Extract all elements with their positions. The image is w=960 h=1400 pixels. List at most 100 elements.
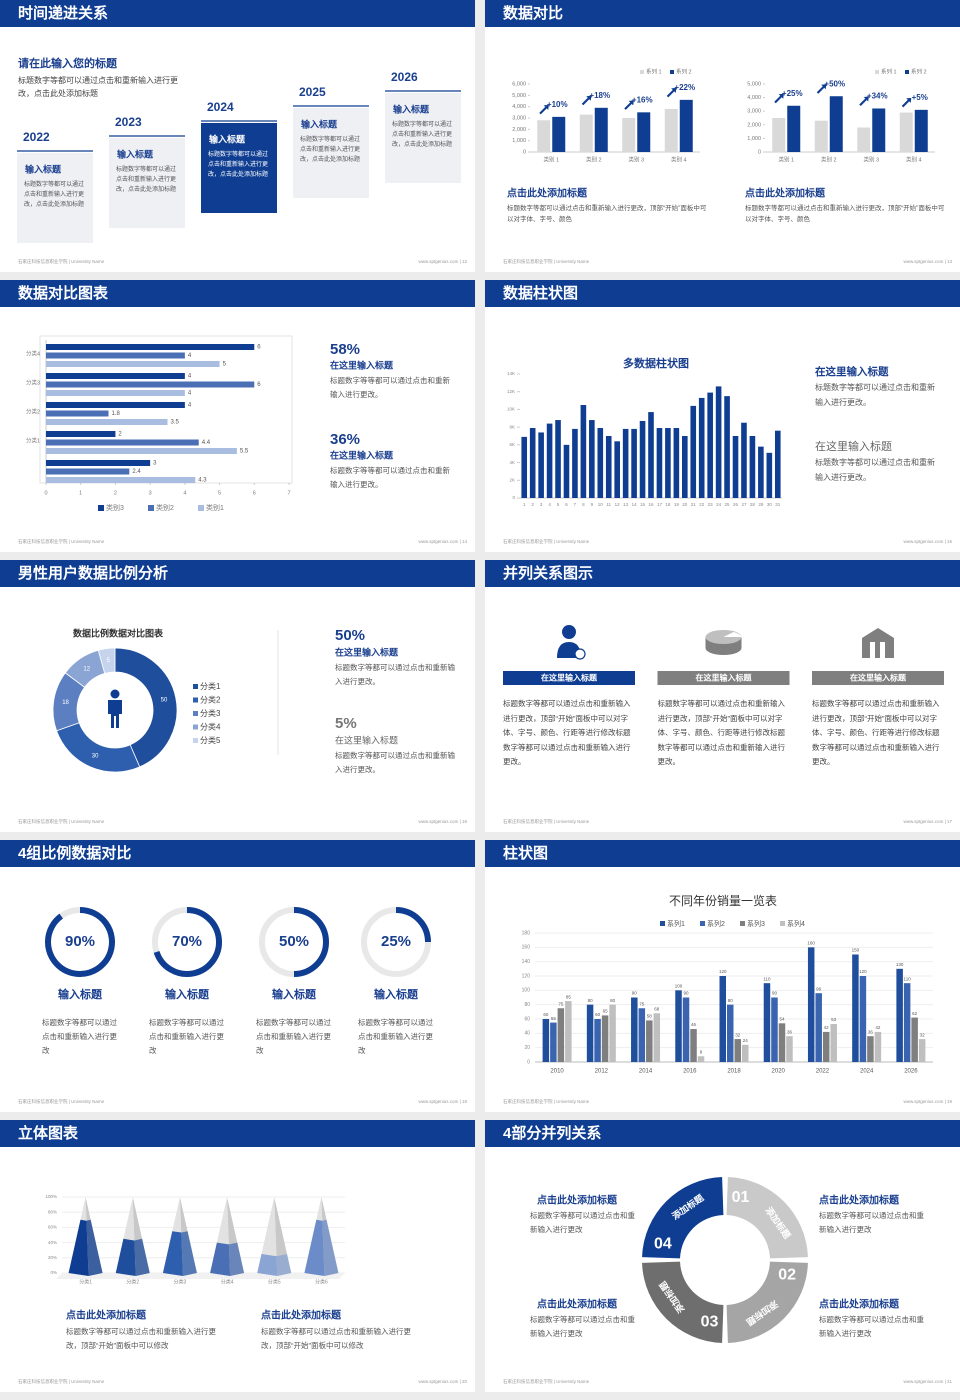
ring-text-box: 标题数字等都可以通过点击和重新输入进行更改: [149, 1018, 224, 1055]
x-tick-label: 9: [591, 502, 594, 507]
bar: [46, 352, 185, 359]
x-tick-label: 6: [253, 490, 256, 496]
legend-swatch: [640, 70, 644, 74]
block-text: 标题数字等都可以通过点击和重新输入进行更改: [819, 1211, 924, 1234]
value-label: 90: [772, 991, 778, 996]
x-tick-label: 15: [640, 502, 646, 507]
ring-text: 标题数字等都可以通过点击和重新输入进行更改: [256, 1018, 331, 1055]
y-tick-label: 20: [524, 1045, 530, 1051]
pyramid-fill: [276, 1254, 292, 1276]
intro-text-box: 标题数字等都可以通过点击和重新输入进行更改，点击此处添加标题: [18, 76, 178, 98]
title-bar: [0, 560, 475, 587]
ring-text: 标题数字等都可以通过点击和重新输入进行更改: [149, 1018, 224, 1055]
step-text-box: 标题数字等都可以通过点击和重新输入进行更改，点击此处添加标题: [300, 137, 360, 163]
bar: [911, 1017, 918, 1062]
bar: [572, 428, 578, 498]
bar: [899, 112, 913, 152]
legend-swatch: [193, 738, 198, 743]
x-tick-label: 2: [531, 502, 534, 507]
legend-swatch: [198, 505, 204, 511]
block-text-box: 标题数字等都可以通过点击和重新输入进行更改，顶部“开始”面板中可以对字体、字号、…: [507, 205, 707, 223]
bar: [546, 423, 553, 498]
block-text: 标题数字等都可以通过点击和重新输入进行更改: [530, 1315, 635, 1338]
value-label: 110: [763, 976, 771, 981]
bar: [46, 373, 185, 379]
block-text: 标题数字等都可以通过点击和重新输入进行更改: [819, 1315, 924, 1338]
bar: [734, 1039, 741, 1062]
x-tick-label: 分类6: [315, 1278, 328, 1285]
bar: [622, 118, 636, 152]
y-tick-label: 40%: [48, 1240, 57, 1245]
bar: [815, 993, 822, 1062]
value-label: 68: [654, 1006, 660, 1011]
x-tick-label: 0: [44, 490, 47, 496]
y-tick-label: 14K: [507, 371, 515, 376]
y-tick-label: 2,000: [512, 127, 526, 133]
cycle-segment: [726, 1177, 808, 1259]
cycle-segment: [642, 1261, 724, 1343]
legend-swatch: [193, 684, 198, 689]
ring-text-box: 标题数字等都可以通过点击和重新输入进行更改: [42, 1018, 117, 1055]
stat: 50%: [335, 627, 365, 644]
value-label: 5.5: [240, 449, 249, 455]
footer-left: 石家庄科技信息职业学院 | University Name: [503, 258, 590, 265]
title-bar: [0, 0, 475, 27]
segment-number: 02: [778, 1267, 796, 1284]
bar: [46, 361, 220, 367]
x-tick-label: 17: [657, 502, 663, 507]
bar: [609, 1004, 616, 1062]
stat-heading: 在这里输入标题: [330, 359, 394, 370]
footer-right: www.sptgenius.com | 18: [419, 1099, 468, 1104]
y-tick-label: 分类3: [26, 378, 40, 386]
bar: [586, 1004, 594, 1062]
value-label: 42: [824, 1025, 830, 1030]
icon: [562, 625, 576, 639]
slide-title: 4部分并列关系: [503, 1124, 601, 1142]
year: 2023: [115, 115, 142, 129]
value-label: 2: [118, 432, 122, 438]
x-tick-label: 4: [183, 490, 186, 496]
bar: [580, 405, 587, 498]
y-tick-label: 1,000: [747, 136, 761, 142]
ring-text-box: 标题数字等都可以通过点击和重新输入进行更改: [256, 1018, 331, 1055]
y-tick-label: 0: [758, 149, 761, 155]
bar: [682, 997, 690, 1062]
column-text: 标题数字等都可以通过点击和重新输入进行更改，顶部“开始”面板中可以对字体、字号、…: [812, 699, 940, 766]
slide-title: 数据对比: [503, 4, 563, 22]
bar: [903, 983, 911, 1062]
footer-left: 石家庄科技信息职业学院 | University Name: [503, 1378, 590, 1385]
x-tick-label: 2022: [816, 1069, 830, 1075]
segment-number: 04: [654, 1236, 672, 1253]
icon: [574, 648, 586, 660]
x-tick-label: 2020: [772, 1069, 786, 1075]
value-label: 24: [743, 1038, 749, 1043]
bar: [639, 420, 646, 498]
value-label: 2.4: [132, 469, 141, 475]
bar: [656, 428, 663, 498]
legend-label: 分类4: [200, 722, 221, 732]
x-tick-label: 3: [149, 490, 152, 496]
bar: [46, 448, 237, 454]
x-tick-label: 1: [79, 490, 82, 496]
block-text-box: 标题数字等都可以通过点击和重新输入进行更改，顶部“开始”面板中可以修改: [66, 1327, 216, 1350]
pyramid-fill: [68, 1219, 89, 1276]
y-tick-label: 20%: [48, 1255, 57, 1260]
bar: [727, 1004, 734, 1062]
cycle-segment: [642, 1177, 724, 1259]
bar: [859, 976, 867, 1062]
bar: [646, 1020, 653, 1062]
value-label: 100: [675, 984, 683, 989]
slide-title: 数据柱状图: [503, 284, 578, 302]
value-label: 96: [816, 986, 822, 991]
x-tick-label: 2014: [639, 1069, 653, 1075]
x-tick-label: 7: [574, 502, 577, 507]
block-text: 标题数字等都可以通过点击和重新输入进行更改，顶部“开始”面板中可以对字体、字号、…: [507, 205, 707, 223]
stat-text: 标题数字等都可以通过点击和重新输入进行更改。: [335, 663, 455, 686]
y-tick-label: 8K: [509, 424, 515, 429]
title-bar: [0, 1120, 475, 1147]
x-tick-label: 分类3: [174, 1278, 187, 1285]
bar: [46, 419, 168, 425]
label: 在这里输入标题: [850, 673, 907, 683]
label-box: [503, 671, 635, 685]
